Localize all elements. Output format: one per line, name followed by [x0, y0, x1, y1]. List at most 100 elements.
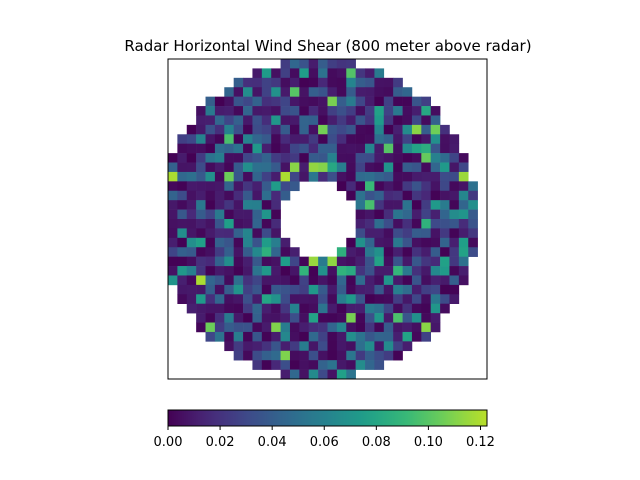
- heatmap-cell: [355, 115, 366, 126]
- heatmap-cell: [205, 228, 216, 239]
- heatmap-cell: [289, 115, 300, 126]
- heatmap-cell: [289, 350, 300, 361]
- heatmap-cell: [383, 322, 394, 333]
- heatmap-cell: [205, 322, 216, 333]
- heatmap-cell: [355, 181, 366, 192]
- heatmap-cell: [233, 162, 244, 173]
- heatmap-cell: [421, 209, 431, 220]
- heatmap-cell: [393, 266, 403, 276]
- heatmap-cell: [402, 247, 413, 257]
- heatmap-cell: [346, 331, 356, 342]
- heatmap-cell: [280, 181, 291, 192]
- heatmap-cell: [280, 237, 291, 248]
- heatmap-cell: [243, 106, 253, 116]
- heatmap-cell: [318, 350, 328, 361]
- heatmap-cell: [383, 228, 394, 239]
- heatmap-cell: [374, 294, 385, 304]
- heatmap-cell: [168, 200, 178, 210]
- heatmap-cell: [383, 350, 394, 361]
- heatmap-cell: [355, 247, 366, 257]
- heatmap-cell: [186, 228, 197, 239]
- heatmap-cell: [318, 68, 328, 79]
- heatmap-cell: [224, 209, 234, 220]
- heatmap-cell: [318, 134, 328, 144]
- heatmap-cell: [233, 200, 244, 210]
- heatmap-cell: [280, 77, 291, 88]
- heatmap-cell: [421, 322, 431, 333]
- heatmap-cell: [271, 247, 281, 257]
- heatmap-cell: [430, 322, 441, 333]
- heatmap-cell: [402, 228, 413, 239]
- heatmap-cell: [449, 284, 460, 295]
- heatmap-cell: [271, 266, 281, 276]
- heatmap-cell: [186, 171, 197, 182]
- heatmap-cell: [205, 124, 216, 135]
- heatmap-cell: [299, 115, 310, 126]
- heatmap-cell: [308, 153, 319, 163]
- heatmap-cell: [318, 124, 328, 135]
- heatmap-cell: [261, 87, 272, 97]
- heatmap-cell: [289, 59, 300, 69]
- heatmap-cell: [299, 322, 310, 333]
- heatmap-cell: [336, 134, 347, 144]
- heatmap-cell: [243, 171, 253, 182]
- heatmap-cell: [224, 87, 234, 97]
- heatmap-cell: [449, 256, 460, 267]
- heatmap-cell: [365, 247, 375, 257]
- heatmap-cell: [374, 115, 385, 126]
- heatmap-cell: [233, 341, 244, 352]
- heatmap-cell: [289, 134, 300, 144]
- heatmap-cell: [280, 134, 291, 144]
- heatmap-cell: [440, 134, 450, 144]
- heatmap-cell: [402, 181, 413, 192]
- heatmap-cell: [299, 313, 310, 323]
- heatmap-cell: [243, 350, 253, 361]
- heatmap-cell: [365, 331, 375, 342]
- heatmap-cell: [224, 162, 234, 173]
- heatmap-cell: [449, 266, 460, 276]
- heatmap-cell: [233, 219, 244, 229]
- heatmap-cell: [468, 190, 478, 201]
- heatmap-cell: [289, 303, 300, 314]
- heatmap-cell: [271, 350, 281, 361]
- heatmap-cell: [186, 162, 197, 173]
- heatmap-cell: [421, 331, 431, 342]
- heatmap-cell: [411, 331, 422, 342]
- heatmap-cell: [261, 143, 272, 154]
- heatmap-cell: [393, 106, 403, 116]
- heatmap-cell: [327, 313, 338, 323]
- heatmap-cell: [224, 228, 234, 239]
- heatmap-cell: [402, 124, 413, 135]
- heatmap-cell: [177, 153, 188, 163]
- heatmap-cell: [261, 200, 272, 210]
- heatmap-cell: [346, 68, 356, 79]
- heatmap-cell: [365, 190, 375, 201]
- heatmap-cell: [252, 87, 263, 97]
- heatmap-cell: [411, 96, 422, 107]
- heatmap-cell: [365, 162, 375, 173]
- heatmap-cell: [402, 153, 413, 163]
- heatmap-cell: [214, 256, 225, 267]
- heatmap-cell: [308, 360, 319, 370]
- heatmap-cell: [440, 171, 450, 182]
- heatmap-cell: [196, 322, 206, 333]
- heatmap-cell: [318, 294, 328, 304]
- heatmap-cell: [205, 275, 216, 286]
- heatmap-cell: [421, 143, 431, 154]
- heatmap-cell: [393, 228, 403, 239]
- heatmap-cell: [243, 153, 253, 163]
- heatmap-cell: [214, 200, 225, 210]
- heatmap-cell: [233, 124, 244, 135]
- heatmap-cell: [430, 171, 441, 182]
- heatmap-cell: [402, 200, 413, 210]
- heatmap-cell: [233, 181, 244, 192]
- heatmap-cell: [393, 350, 403, 361]
- heatmap-cell: [205, 134, 216, 144]
- heatmap-cell: [411, 284, 422, 295]
- heatmap-cell: [168, 190, 178, 201]
- heatmap-cell: [468, 228, 478, 239]
- heatmap-cell: [299, 266, 310, 276]
- heatmap-cell: [224, 247, 234, 257]
- heatmap-cell: [449, 190, 460, 201]
- heatmap-cell: [430, 143, 441, 154]
